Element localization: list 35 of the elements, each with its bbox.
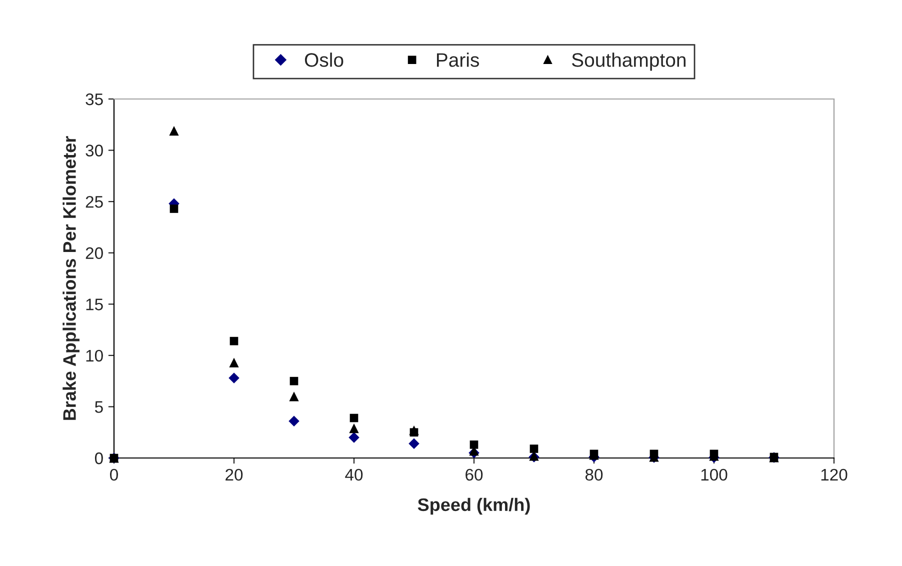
y-tick-label: 20 (86, 247, 103, 260)
point (350, 414, 358, 422)
point (408, 438, 420, 450)
x-tick-label: 40 (345, 468, 363, 481)
y-tick-label: 0 (94, 452, 103, 464)
legend-label: Southampton (572, 52, 686, 71)
point (228, 372, 240, 384)
x-tick-label: 120 (821, 468, 848, 481)
point (289, 392, 299, 402)
x-tick-label: 100 (701, 468, 728, 481)
point (230, 336, 238, 346)
x-tick-label: 80 (585, 468, 603, 481)
point (348, 432, 360, 443)
point (409, 425, 419, 436)
legend-label: Oslo (304, 52, 344, 67)
y-axis-title: Brake Applications Per Kilometer (62, 136, 80, 420)
point (290, 376, 298, 386)
point (288, 416, 300, 426)
y-tick-label: 35 (86, 93, 103, 106)
x-tick-label: 0 (110, 468, 118, 481)
y-tick-label: 30 (86, 144, 103, 156)
x-tick-label: 20 (226, 468, 243, 481)
y-tick-label: 15 (86, 298, 103, 310)
point (229, 358, 239, 368)
point (170, 204, 178, 213)
point (169, 126, 179, 136)
point (470, 440, 478, 449)
x-axis-title: Speed (km/h) (418, 498, 530, 515)
y-tick-label: 5 (94, 401, 103, 413)
point (530, 444, 538, 453)
legend-label: Paris (436, 52, 479, 67)
point (349, 423, 359, 434)
x-tick-label: 60 (466, 468, 483, 481)
y-tick-label: 10 (86, 350, 103, 362)
y-tick-label: 25 (86, 196, 103, 208)
